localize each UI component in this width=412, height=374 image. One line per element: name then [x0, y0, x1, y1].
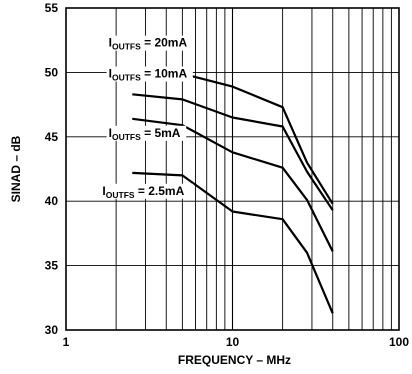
series-line-3 — [132, 171, 334, 314]
series-label-0: IOUTFS = 20mA — [109, 36, 188, 52]
y-axis-label: SINAD – dB — [9, 135, 23, 202]
series-label-1: IOUTFS = 10mA — [109, 67, 188, 83]
series-label-background — [106, 125, 187, 141]
plot-frame — [65, 7, 400, 331]
series-line-1 — [132, 93, 334, 211]
y-tick-label: 35 — [45, 259, 59, 273]
y-tick-label: 30 — [45, 323, 59, 337]
grid — [66, 8, 399, 330]
series-label-background — [106, 66, 193, 82]
y-tick-label: 40 — [45, 194, 59, 208]
tick-labels: 55 50 45 40 35 30 1 10 100 — [45, 1, 410, 349]
x-tick-label: 10 — [226, 335, 240, 349]
series-label-background — [106, 35, 193, 51]
series-label-background — [100, 183, 194, 199]
x-axis-label: FREQUENCY – MHz — [178, 353, 291, 367]
series-line-2 — [132, 117, 334, 252]
series-label-3: IOUTFS = 2.5mA — [102, 184, 184, 200]
y-tick-label: 50 — [45, 65, 59, 79]
series-labels: IOUTFS = 20mA IOUTFS = 10mA IOUTFS = 5mA IO… — [100, 35, 194, 200]
x-tick-label: 100 — [389, 335, 409, 349]
x-tick-label: 1 — [63, 335, 70, 349]
y-tick-label: 55 — [45, 1, 59, 15]
series-label-2: IOUTFS = 5mA — [109, 126, 181, 142]
y-tick-label: 45 — [45, 130, 59, 144]
